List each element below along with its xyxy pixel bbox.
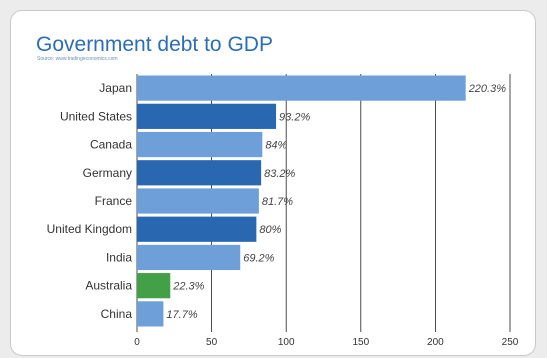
data-label: 220.3% <box>468 83 507 95</box>
x-tick-label: 150 <box>352 337 369 348</box>
bar <box>137 216 257 242</box>
chart-source: Source: www.tradingeconomics.com <box>37 56 118 62</box>
data-label: 81.7% <box>262 196 293 208</box>
bar <box>137 301 164 327</box>
data-label: 80% <box>259 224 281 236</box>
category-label: United Kingdom <box>47 222 132 236</box>
x-tick-label: 0 <box>134 337 140 348</box>
data-label: 84% <box>265 140 287 152</box>
category-label: Canada <box>90 138 132 152</box>
category-label: France <box>95 194 133 208</box>
data-label: 83.2% <box>264 168 295 180</box>
data-label: 22.3% <box>172 281 204 293</box>
bar <box>137 131 263 158</box>
category-label: Japan <box>99 81 132 95</box>
chart-title: Government debt to GDP <box>36 33 273 56</box>
bar <box>137 188 259 214</box>
bar <box>137 160 262 186</box>
category-label: Germany <box>83 166 132 180</box>
x-tick-label: 100 <box>278 337 295 348</box>
data-label: 17.7% <box>166 309 197 321</box>
data-label: 69.2% <box>243 252 274 264</box>
category-label: India <box>106 250 132 264</box>
x-tick-label: 250 <box>502 337 519 348</box>
category-label: United States <box>60 109 132 123</box>
bar <box>137 244 241 271</box>
category-label: Australia <box>85 279 132 293</box>
data-label: 93.2% <box>279 111 310 123</box>
bar <box>137 273 171 299</box>
chart-card <box>10 10 536 356</box>
bar <box>137 75 466 101</box>
x-tick-label: 50 <box>206 337 218 348</box>
x-tick-label: 200 <box>427 337 444 348</box>
category-label: China <box>101 307 133 321</box>
bar <box>137 103 277 129</box>
